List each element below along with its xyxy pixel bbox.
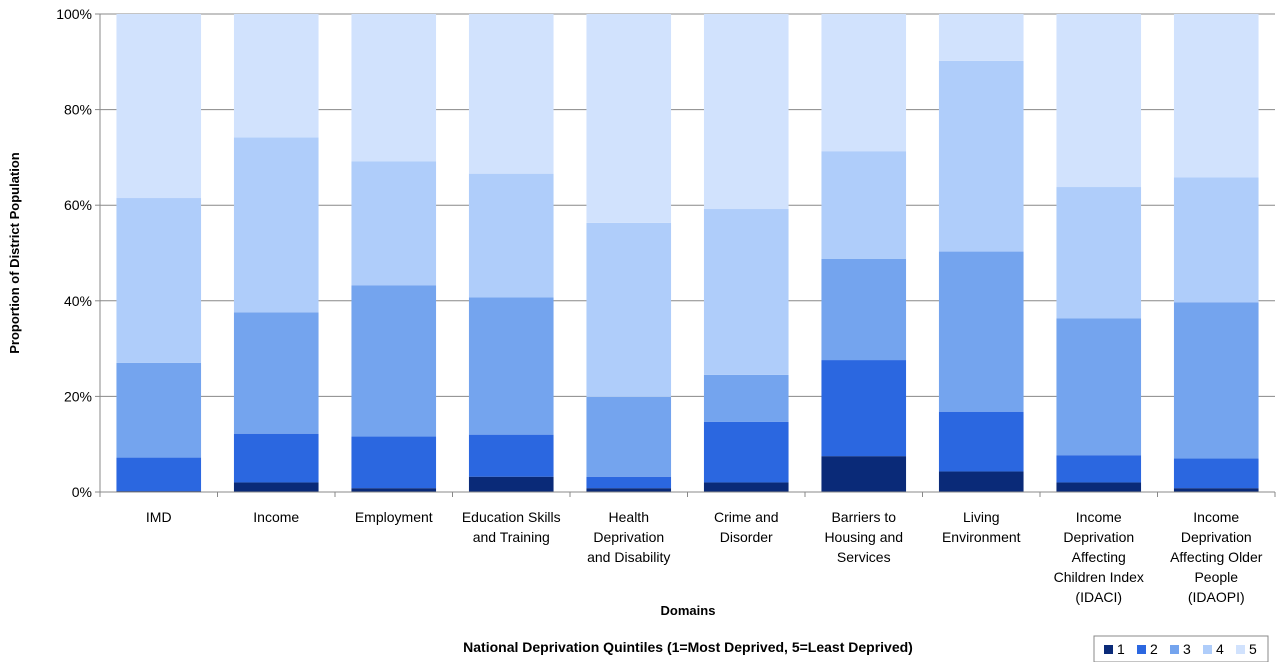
legend-box xyxy=(1093,635,1269,662)
bar-segment-quintile-4 xyxy=(938,60,1024,252)
y-tick-label: 40% xyxy=(64,293,92,309)
bar-segment-quintile-2 xyxy=(233,433,319,483)
bar-segment-quintile-1 xyxy=(821,456,907,492)
legend-entry-label: 5 xyxy=(1249,641,1257,657)
bar-segment-quintile-4 xyxy=(1173,177,1259,303)
bar-segment-quintile-4 xyxy=(586,222,672,397)
legend: 1 2 3 4 5 xyxy=(1093,635,1269,662)
bars xyxy=(116,14,1259,492)
bar-segment-quintile-5 xyxy=(1173,14,1259,178)
x-category-label: Living Environment xyxy=(942,509,1021,545)
bar-segment-quintile-5 xyxy=(938,14,1024,61)
x-category-label: Income xyxy=(253,509,299,525)
bar-segment-quintile-2 xyxy=(821,360,907,457)
x-category-label: Employment xyxy=(355,509,433,525)
legend-title: National Deprivation Quintiles (1=Most D… xyxy=(463,639,913,655)
bar-segment-quintile-3 xyxy=(703,374,789,422)
bar-segment-quintile-3 xyxy=(1056,318,1142,456)
bar-segment-quintile-1 xyxy=(1056,482,1142,492)
legend-entry-label: 1 xyxy=(1117,641,1125,657)
bar-segment-quintile-4 xyxy=(1056,187,1142,319)
legend-entry-label: 4 xyxy=(1216,641,1224,657)
bar-segment-quintile-2 xyxy=(1056,455,1142,483)
bar-segment-quintile-3 xyxy=(468,297,554,435)
bar-segment-quintile-2 xyxy=(1173,458,1259,489)
bar-segment-quintile-5 xyxy=(1056,14,1142,188)
bar-segment-quintile-3 xyxy=(351,285,437,437)
x-category-label: Education Skills and Training xyxy=(462,509,561,545)
x-category-label: Barriers to Housing and Services xyxy=(824,509,903,565)
bar-segment-quintile-2 xyxy=(938,411,1024,472)
y-tick-label: 100% xyxy=(56,6,92,22)
legend-entry-label: 3 xyxy=(1183,641,1191,657)
legend-entry-label: 2 xyxy=(1150,641,1158,657)
bar-segment-quintile-3 xyxy=(233,312,319,434)
bar-segment-quintile-1 xyxy=(351,488,437,492)
axes xyxy=(99,14,1276,497)
bar-stack xyxy=(351,14,437,492)
bar-segment-quintile-4 xyxy=(468,173,554,298)
y-tick-label: 20% xyxy=(64,388,92,404)
bar-segment-quintile-1 xyxy=(468,476,554,492)
x-axis-title: Domains xyxy=(661,603,716,618)
bar-segment-quintile-5 xyxy=(233,14,319,138)
bar-stack xyxy=(116,14,202,492)
bar-segment-quintile-3 xyxy=(821,258,907,361)
bar-segment-quintile-4 xyxy=(116,198,202,363)
bar-segment-quintile-4 xyxy=(351,161,437,286)
bar-segment-quintile-3 xyxy=(1173,302,1259,459)
bar-segment-quintile-1 xyxy=(938,471,1024,492)
bar-stack xyxy=(233,14,319,492)
x-category-label: Health Deprivation and Disability xyxy=(587,509,670,565)
bar-segment-quintile-5 xyxy=(703,14,789,210)
bar-segment-quintile-4 xyxy=(703,209,789,375)
bar-segment-quintile-3 xyxy=(116,362,202,458)
bar-stack xyxy=(938,14,1024,492)
x-category-label: Crime and Disorder xyxy=(714,509,779,545)
bar-stack xyxy=(821,14,907,492)
bar-segment-quintile-3 xyxy=(586,396,672,477)
bar-segment-quintile-4 xyxy=(233,137,319,313)
x-category-labels: IMD Income Employment Education Skills and T… xyxy=(146,509,1263,605)
bar-stack xyxy=(586,14,672,492)
bar-segment-quintile-3 xyxy=(938,251,1024,412)
bar-stack xyxy=(1056,14,1142,492)
bar-segment-quintile-5 xyxy=(586,14,672,223)
bar-segment-quintile-5 xyxy=(821,14,907,152)
bar-segment-quintile-4 xyxy=(821,151,907,259)
legend-swatch xyxy=(1137,645,1146,654)
bar-segment-quintile-5 xyxy=(468,14,554,174)
bar-stack xyxy=(468,14,554,492)
legend-swatch xyxy=(1203,645,1212,654)
bar-segment-quintile-2 xyxy=(116,457,202,492)
legend-swatch xyxy=(1236,645,1245,654)
bar-segment-quintile-2 xyxy=(351,436,437,489)
y-tick-label: 60% xyxy=(64,197,92,213)
bar-segment-quintile-1 xyxy=(233,482,319,492)
y-tick-label: 0% xyxy=(72,484,92,500)
y-tick-labels: 0% 20% 40% 60% 80% 100% xyxy=(56,6,92,500)
bar-stack xyxy=(703,14,789,492)
bar-segment-quintile-2 xyxy=(468,434,554,477)
bar-segment-quintile-2 xyxy=(586,476,672,489)
bar-segment-quintile-2 xyxy=(703,421,789,483)
legend-swatch xyxy=(1104,645,1113,654)
bar-segment-quintile-1 xyxy=(586,488,672,492)
legend-swatch xyxy=(1170,645,1179,654)
bar-segment-quintile-1 xyxy=(703,482,789,492)
bar-segment-quintile-1 xyxy=(1173,488,1259,492)
y-axis-title: Proportion of District Population xyxy=(7,152,22,354)
x-category-label: Income Deprivation Affecting Children Index… xyxy=(1054,509,1144,605)
bar-stack xyxy=(1173,14,1259,492)
bar-segment-quintile-5 xyxy=(351,14,437,162)
bar-segment-quintile-5 xyxy=(116,14,202,199)
x-category-label: IMD xyxy=(146,509,172,525)
y-tick-label: 80% xyxy=(64,102,92,118)
x-category-label: Income Deprivation Affecting Older People (I… xyxy=(1170,509,1263,605)
